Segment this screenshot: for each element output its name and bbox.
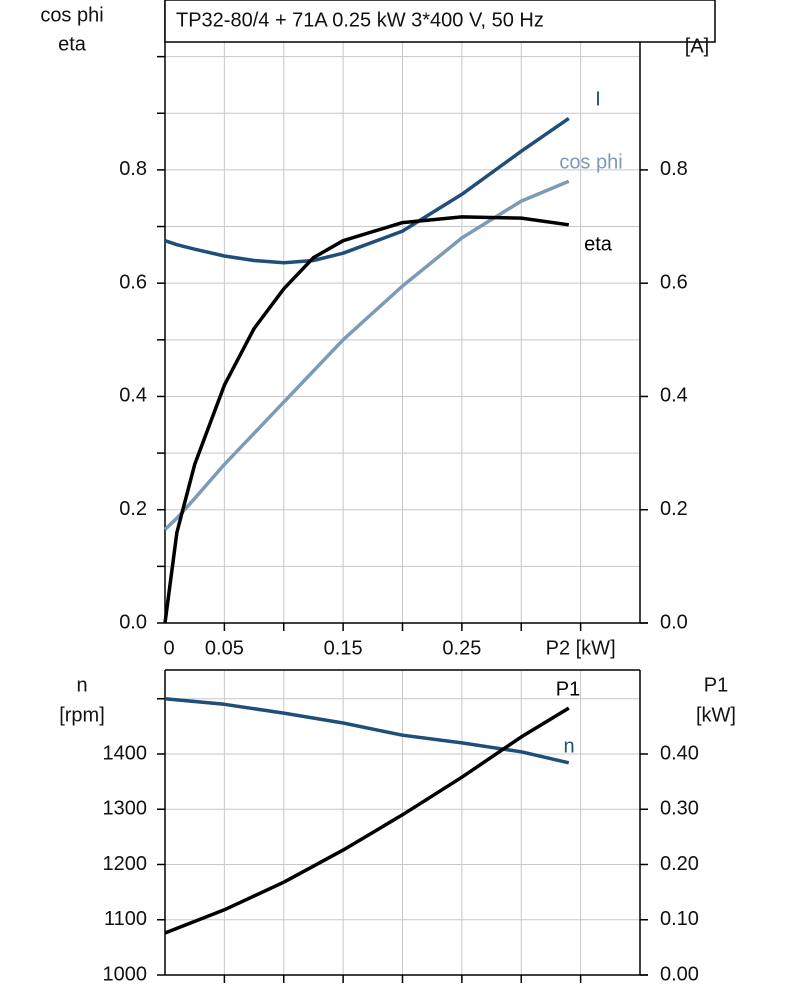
x-tick-label: 0: [163, 637, 174, 659]
y2-tick-label: 0.20: [660, 853, 699, 875]
y-tick-label: 0.0: [119, 611, 147, 633]
chart-title: TP32-80/4 + 71A 0.25 kW 3*400 V, 50 Hz: [176, 9, 544, 31]
curve: [164, 696, 570, 765]
curve-label: n: [563, 735, 574, 757]
y-tick-label: 1200: [103, 853, 148, 875]
y2-tick-label: 0.8: [660, 158, 688, 180]
y-tick-label: 0.6: [119, 271, 147, 293]
y-tick-label: 0.4: [119, 385, 147, 407]
y-tick-label: 1100: [104, 908, 147, 930]
curve: [164, 116, 570, 265]
y2-tick-label: 0.6: [660, 271, 688, 293]
x-tick-label: 0.05: [205, 637, 244, 659]
curve-label: P1: [556, 678, 580, 700]
title-box: [164, 0, 716, 43]
y-tick-label: 1300: [103, 798, 148, 820]
curve: [163, 179, 570, 531]
y2-tick-label: 0.40: [660, 742, 699, 764]
curve-label: I: [595, 88, 601, 110]
y-tick-label: 1400: [103, 742, 148, 764]
y-tick-label: 1000: [103, 963, 148, 985]
curve-label: cos phi: [559, 151, 622, 173]
y-tick-label: 0.8: [119, 158, 147, 180]
x-axis-label: P2 [kW]: [546, 637, 616, 659]
curve: [164, 706, 570, 935]
y2-axis-label: P1: [704, 674, 728, 696]
y-axis-label: n: [76, 674, 87, 696]
curve: [163, 215, 570, 624]
y-axis-label: eta: [58, 33, 87, 55]
y2-tick-label: 0.10: [660, 908, 699, 930]
y2-tick-label: 0.0: [660, 611, 688, 633]
x-tick-label: 0.15: [324, 637, 363, 659]
x-tick-label: 0.25: [442, 637, 481, 659]
y2-tick-label: 0.00: [660, 963, 699, 985]
y2-tick-label: 0.4: [660, 385, 688, 407]
y2-tick-label: 0.2: [660, 498, 688, 520]
y2-axis-label: [A]: [685, 35, 709, 57]
y-axis-label: [rpm]: [59, 704, 105, 726]
curve-label: eta: [584, 233, 613, 255]
y-axis-label: cos phi: [40, 4, 103, 26]
y2-axis-label: [kW]: [696, 704, 736, 726]
y2-tick-label: 0.30: [660, 798, 699, 820]
y-tick-label: 0.2: [119, 498, 147, 520]
